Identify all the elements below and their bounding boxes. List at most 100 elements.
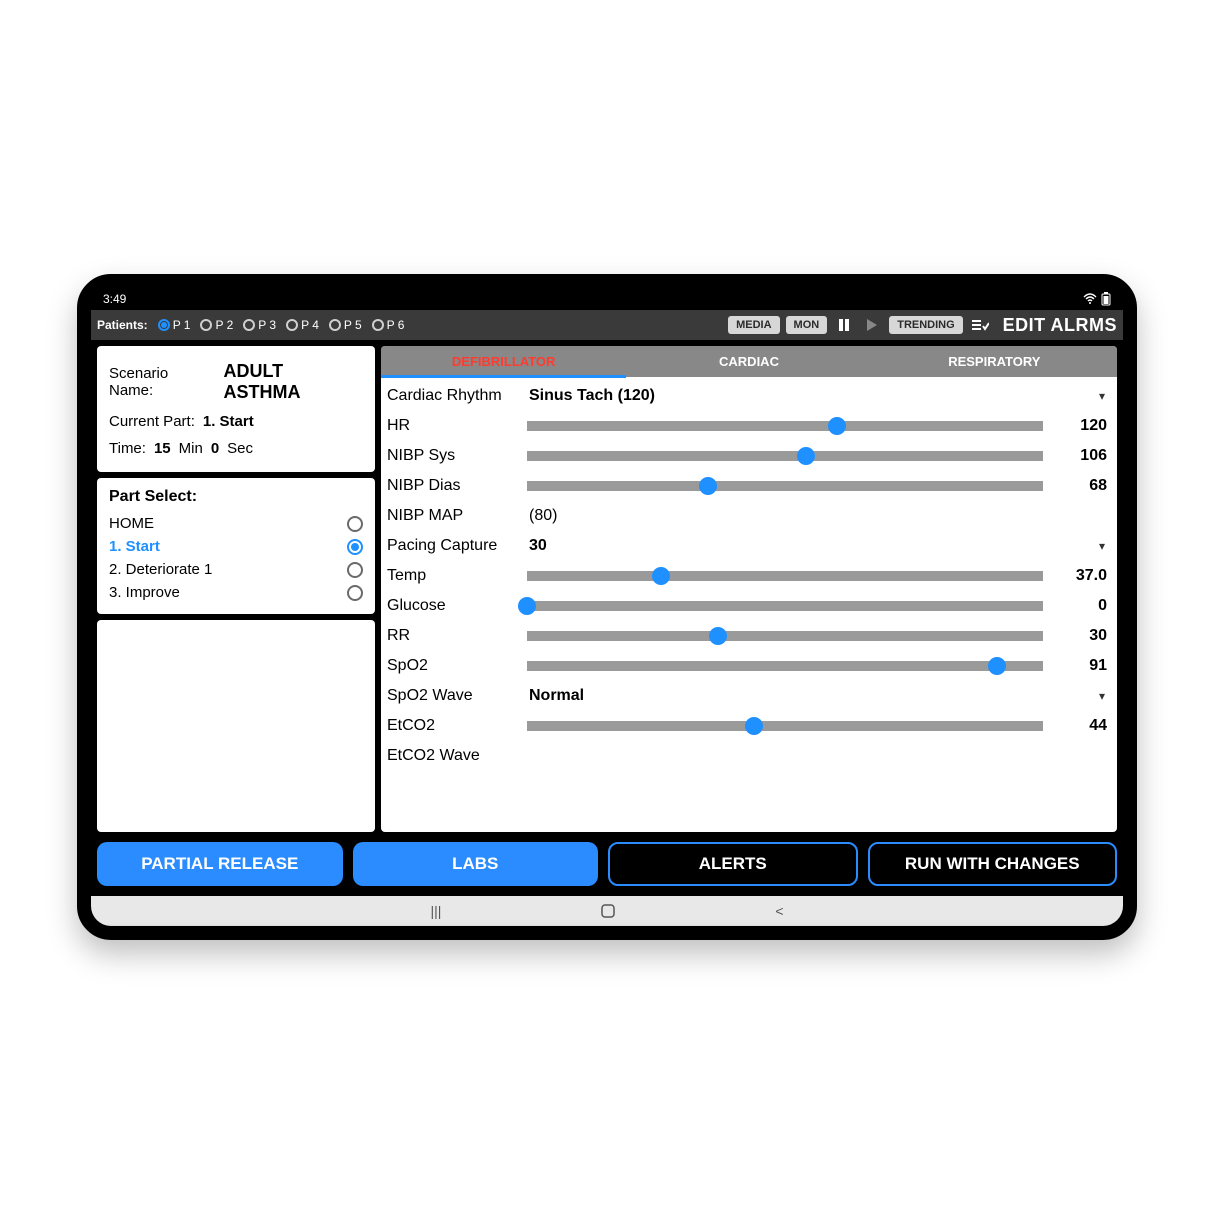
param-value: 68: [1051, 477, 1107, 495]
patient-radio-5[interactable]: P 5: [329, 318, 362, 332]
param-value: 37.0: [1051, 567, 1107, 585]
param-name: SpO2 Wave: [387, 687, 527, 705]
edit-alarms-button[interactable]: EDIT ALRMS: [1003, 315, 1117, 336]
nav-back-icon[interactable]: <: [775, 903, 783, 919]
part-radio: [347, 585, 363, 601]
param-value: 91: [1051, 657, 1107, 675]
param-select[interactable]: Normal: [527, 687, 1091, 705]
nav-home-icon[interactable]: [601, 904, 615, 918]
patient-radio-6[interactable]: P 6: [372, 318, 405, 332]
param-row-spo2-wave: SpO2 WaveNormal ▾: [387, 681, 1107, 711]
nav-recent-icon[interactable]: |||: [430, 903, 441, 919]
time-label: Time:: [109, 440, 146, 457]
mon-button[interactable]: MON: [786, 316, 828, 334]
param-row-etco2-wave: EtCO2 Wave: [387, 741, 1107, 771]
param-row-pacing-capture: Pacing Capture30 ▾: [387, 531, 1107, 561]
chevron-down-icon: ▾: [1099, 539, 1107, 553]
part-row-0[interactable]: HOME: [109, 512, 363, 535]
patient-radio-2[interactable]: P 2: [200, 318, 233, 332]
trending-button[interactable]: TRENDING: [889, 316, 962, 334]
param-name: EtCO2: [387, 717, 527, 735]
play-icon[interactable]: [861, 314, 883, 336]
time-sec-value: 0: [211, 440, 219, 457]
part-label: HOME: [109, 515, 154, 532]
sec-label: Sec: [227, 440, 253, 457]
scenario-name-value: ADULT ASTHMA: [223, 361, 363, 403]
param-slider[interactable]: [527, 479, 1043, 493]
param-text: (80): [527, 507, 1107, 525]
tab-cardiac[interactable]: CARDIAC: [626, 346, 871, 377]
tablet-side-buttons: [83, 559, 89, 655]
param-select[interactable]: Sinus Tach (120): [527, 387, 1091, 405]
part-label: 3. Improve: [109, 584, 180, 601]
patient-radio-1[interactable]: P 1: [158, 318, 191, 332]
param-name: HR: [387, 417, 527, 435]
param-row-rr: RR30: [387, 621, 1107, 651]
top-toolbar: Patients: P 1 P 2 P 3 P 4 P 5 P 6 MEDIA MON T…: [91, 310, 1123, 340]
patient-radio-4[interactable]: P 4: [286, 318, 319, 332]
param-row-glucose: Glucose0: [387, 591, 1107, 621]
part-row-2[interactable]: 2. Deteriorate 1: [109, 558, 363, 581]
chevron-down-icon: ▾: [1099, 389, 1107, 403]
scenario-name-label: Scenario Name:: [109, 365, 215, 399]
partial-release-button[interactable]: PARTIAL RELEASE: [97, 842, 343, 886]
part-select-title: Part Select:: [109, 488, 363, 506]
part-label: 2. Deteriorate 1: [109, 561, 212, 578]
run-with-changes-button[interactable]: RUN WITH CHANGES: [868, 842, 1118, 886]
param-select[interactable]: 30: [527, 537, 1091, 555]
status-time: 3:49: [103, 292, 126, 306]
param-slider[interactable]: [527, 659, 1043, 673]
tablet-frame: 3:49 Patients: P 1 P 2 P 3 P 4 P 5 P 6 MEDIA …: [77, 274, 1137, 940]
tab-defibrillator[interactable]: DEFIBRILLATOR: [381, 346, 626, 377]
param-name: EtCO2 Wave: [387, 747, 527, 765]
param-row-cardiac-rhythm: Cardiac RhythmSinus Tach (120)▾: [387, 381, 1107, 411]
bottom-button-row: PARTIAL RELEASE LABS ALERTS RUN WITH CHA…: [91, 832, 1123, 896]
part-label: 1. Start: [109, 538, 160, 555]
alerts-button[interactable]: ALERTS: [608, 842, 858, 886]
param-row-nibp-sys: NIBP Sys106: [387, 441, 1107, 471]
param-name: SpO2: [387, 657, 527, 675]
param-value: 0: [1051, 597, 1107, 615]
status-bar: 3:49: [91, 288, 1123, 310]
media-button[interactable]: MEDIA: [728, 316, 779, 334]
notes-card: [97, 620, 375, 832]
current-part-label: Current Part:: [109, 413, 195, 430]
part-radio: [347, 516, 363, 532]
param-row-temp: Temp 37.0: [387, 561, 1107, 591]
time-min-value: 15: [154, 440, 171, 457]
chevron-down-icon: ▾: [1099, 689, 1107, 703]
param-slider[interactable]: [527, 719, 1043, 733]
android-nav-bar: ||| <: [91, 896, 1123, 926]
tab-respiratory[interactable]: RESPIRATORY: [872, 346, 1117, 377]
patient-radio-3[interactable]: P 3: [243, 318, 276, 332]
param-row-etco2: EtCO2 44: [387, 711, 1107, 741]
scenario-card: Scenario Name: ADULT ASTHMA Current Part…: [97, 346, 375, 472]
patients-group: P 1 P 2 P 3 P 4 P 5 P 6: [158, 318, 405, 332]
part-row-1[interactable]: 1. Start: [109, 535, 363, 558]
part-radio: [347, 562, 363, 578]
min-label: Min: [179, 440, 203, 457]
part-select-card: Part Select: HOME 1. Start 2. Deteriorate …: [97, 478, 375, 614]
param-slider[interactable]: [527, 599, 1043, 613]
param-name: Pacing Capture: [387, 537, 527, 555]
param-slider[interactable]: [527, 449, 1043, 463]
part-row-3[interactable]: 3. Improve: [109, 581, 363, 604]
param-row-nibp-dias: NIBP Dias 68: [387, 471, 1107, 501]
param-slider[interactable]: [527, 629, 1043, 643]
parameter-tabs: DEFIBRILLATORCARDIACRESPIRATORY: [381, 346, 1117, 377]
pause-icon[interactable]: [833, 314, 855, 336]
current-part-value: 1. Start: [203, 413, 254, 430]
part-radio: [347, 539, 363, 555]
param-slider[interactable]: [527, 569, 1043, 583]
patients-label: Patients:: [97, 318, 148, 332]
param-row-spo2: SpO2 91: [387, 651, 1107, 681]
param-row-nibp-map: NIBP MAP(80): [387, 501, 1107, 531]
checklist-icon[interactable]: [969, 314, 991, 336]
battery-icon: [1101, 292, 1111, 306]
param-slider[interactable]: [527, 419, 1043, 433]
param-value: 44: [1051, 717, 1107, 735]
param-name: NIBP Dias: [387, 477, 527, 495]
parameters-panel: DEFIBRILLATORCARDIACRESPIRATORY Cardiac …: [381, 346, 1117, 832]
param-name: Temp: [387, 567, 527, 585]
labs-button[interactable]: LABS: [353, 842, 599, 886]
